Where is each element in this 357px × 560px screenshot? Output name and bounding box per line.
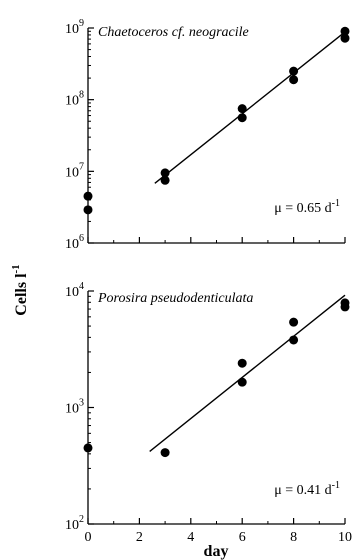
data-point	[340, 302, 350, 312]
y-tick-base: 10	[65, 165, 79, 180]
y-tick-base: 10	[65, 22, 79, 37]
growth-rate-sup: -1	[332, 198, 340, 209]
data-point	[160, 175, 170, 185]
fit-line	[149, 294, 346, 452]
x-tick-label: 6	[239, 530, 246, 545]
y-tick-exponent: 8	[79, 90, 84, 101]
data-point	[83, 443, 93, 453]
y-tick-exponent: 9	[79, 18, 84, 29]
y-tick-exponent: 6	[79, 233, 84, 244]
y-tick-label: 104	[65, 281, 84, 300]
data-point	[289, 75, 299, 85]
y-axis-label-text: Cells l	[13, 273, 30, 316]
growth-rate-text: μ = 0.41 d	[274, 483, 331, 498]
x-tick-label: 0	[85, 530, 92, 545]
growth-rate-text: μ = 0.65 d	[274, 201, 331, 216]
data-point	[237, 104, 247, 114]
x-tick-label: 2	[136, 530, 143, 545]
data-point	[289, 317, 299, 327]
y-axis-label: Cells l-1	[10, 264, 30, 315]
x-tick-label: 8	[290, 530, 297, 545]
y-tick-label: 106	[65, 233, 84, 252]
data-point	[289, 335, 299, 345]
y-tick-label: 109	[65, 18, 84, 37]
growth-rate-sup: -1	[332, 480, 340, 491]
panel-title: Chaetoceros cf. neogracile	[98, 25, 249, 40]
x-tick-label: 4	[187, 530, 194, 545]
y-tick-base: 10	[65, 518, 79, 533]
y-tick-base: 10	[65, 402, 79, 417]
data-point	[237, 113, 247, 123]
data-point	[160, 448, 170, 458]
growth-rate-annotation: μ = 0.41 d-1	[274, 480, 340, 498]
y-tick-exponent: 3	[79, 398, 84, 409]
data-point	[83, 191, 93, 201]
y-tick-exponent: 2	[79, 514, 84, 525]
y-tick-base: 10	[65, 94, 79, 109]
y-tick-base: 10	[65, 285, 79, 300]
data-point	[237, 358, 247, 368]
y-tick-exponent: 7	[79, 161, 84, 172]
y-tick-base: 10	[65, 237, 79, 252]
y-tick-label: 102	[65, 514, 84, 533]
y-tick-label: 103	[65, 398, 84, 417]
y-axis-label-sup: -1	[10, 264, 22, 273]
data-point	[237, 377, 247, 387]
growth-rate-annotation: μ = 0.65 d-1	[274, 198, 340, 216]
data-point	[289, 66, 299, 76]
y-tick-label: 108	[65, 90, 84, 109]
x-tick-label: 10	[338, 530, 352, 545]
data-point	[340, 26, 350, 36]
data-point	[83, 205, 93, 215]
fit-line	[154, 31, 346, 184]
y-tick-exponent: 4	[79, 281, 84, 292]
data-point	[340, 33, 350, 43]
y-tick-label: 107	[65, 161, 84, 180]
x-axis-label: day	[204, 543, 229, 560]
panel-title: Porosira pseudodenticulata	[97, 291, 253, 306]
data-point	[160, 168, 170, 178]
